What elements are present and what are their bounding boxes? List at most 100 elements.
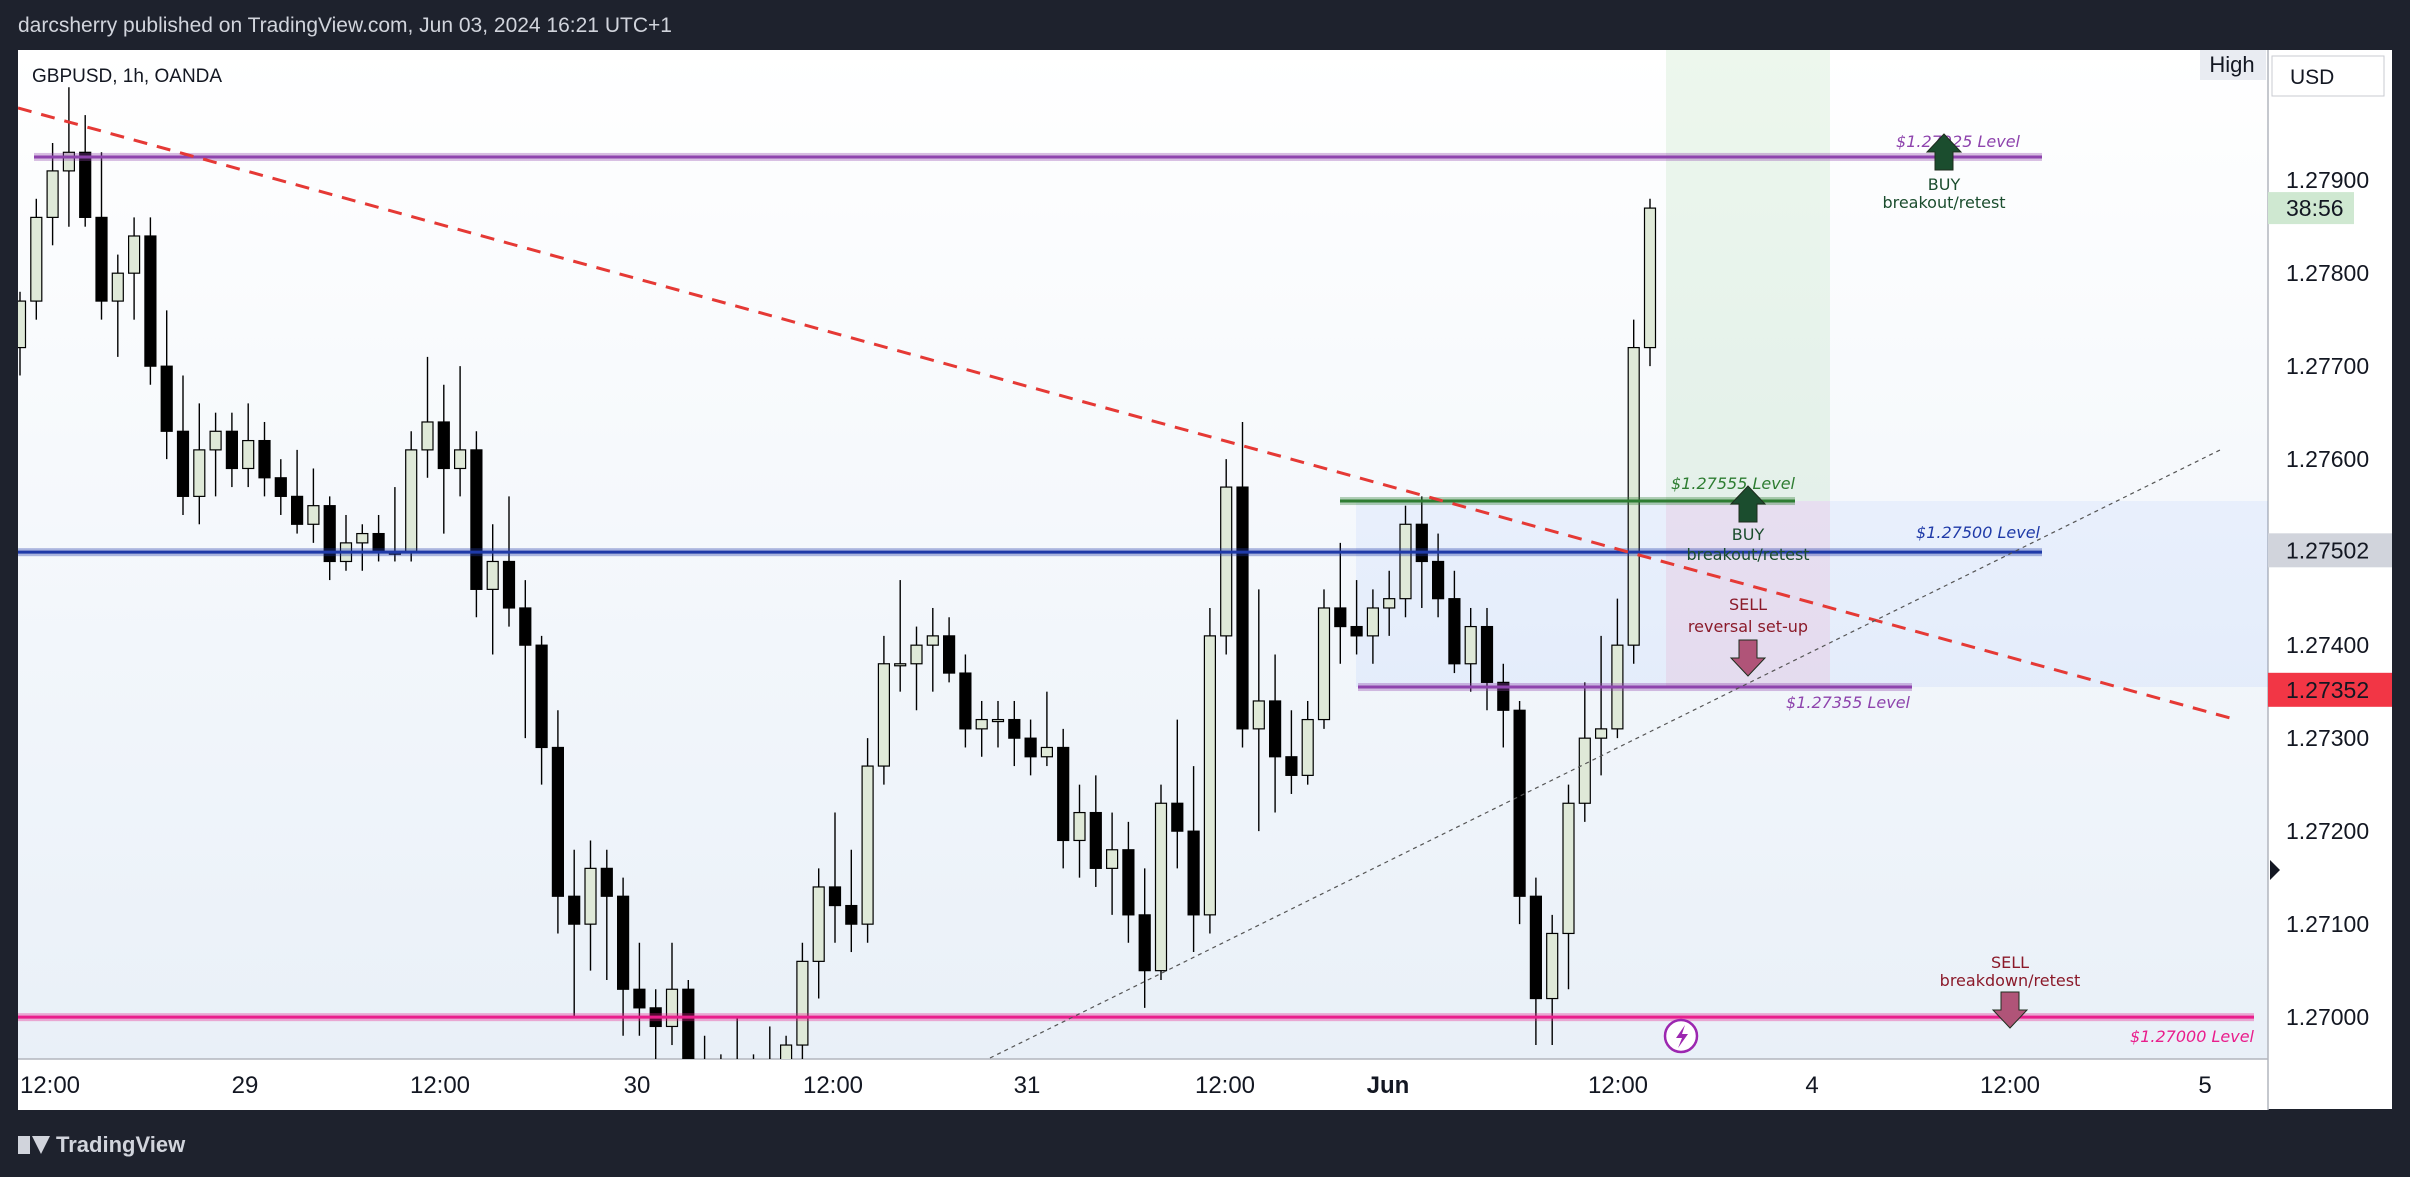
time-tick-label: Jun: [1367, 1072, 1410, 1099]
publish-header: darcsherry published on TradingView.com,…: [0, 0, 2410, 50]
candle-body: [894, 663, 907, 667]
publish-info: darcsherry published on TradingView.com,…: [18, 14, 672, 37]
candle-body: [242, 439, 255, 470]
candle-body: [1040, 746, 1054, 758]
candle-body: [470, 449, 483, 590]
level-label: $1.27555 Level: [1671, 474, 1796, 493]
candle-body: [95, 216, 108, 302]
annotation-subtitle: breakout/retest: [1882, 193, 2005, 212]
candle-body: [1546, 932, 1559, 1000]
candle-body: [1513, 709, 1526, 897]
scroll-right-icon[interactable]: [2270, 860, 2280, 880]
price-tick-label: 1.27000: [2286, 1004, 2369, 1030]
high-button[interactable]: [2200, 50, 2266, 80]
candle-body: [1236, 486, 1249, 730]
candle-body: [356, 532, 369, 544]
candle-body: [160, 365, 173, 432]
candle-body: [1301, 718, 1314, 776]
candle-body: [665, 988, 679, 1028]
candle-body: [1562, 802, 1575, 935]
candle-body: [79, 151, 92, 218]
candle-body: [421, 421, 434, 451]
time-tick-label: 4: [1805, 1072, 1818, 1099]
candle-body: [568, 895, 581, 925]
sell-arrow-icon: [1729, 639, 1767, 677]
candle-body: [1122, 849, 1135, 916]
candle-body: [991, 718, 1005, 723]
candle-body: [274, 477, 287, 497]
candle-body: [1399, 523, 1412, 600]
buy-arrow-icon: [1729, 485, 1767, 523]
candle-body: [633, 988, 646, 1009]
last-price-badge: [2268, 672, 2392, 707]
candle-body: [1089, 811, 1102, 869]
candle-body: [877, 663, 891, 767]
price-tick-label: 1.27700: [2286, 353, 2369, 379]
brand-label: TradingView: [56, 1132, 186, 1157]
candle-body: [861, 765, 874, 925]
candle-body: [1057, 746, 1070, 842]
candle-body: [1171, 802, 1184, 832]
price-tick-label: 1.27600: [2286, 446, 2369, 472]
level-label: $1.27000 Level: [2130, 1027, 2255, 1046]
time-tick-label: 12:00: [1195, 1072, 1255, 1099]
candle-body: [1643, 207, 1657, 349]
candle-body: [209, 430, 222, 451]
symbol-label: GBPUSD, 1h, OANDA: [32, 66, 222, 87]
currency-button[interactable]: [2271, 55, 2385, 97]
currency-label: USD: [2290, 66, 2334, 89]
sell-arrow-icon: [1991, 991, 2029, 1029]
price-tick-label: 1.27300: [2286, 725, 2369, 751]
current-price-badge: [2268, 533, 2392, 568]
candle-body: [1252, 700, 1265, 730]
candle-body: [1594, 728, 1608, 739]
candle-body: [323, 505, 336, 563]
range-zone: [1356, 501, 2268, 688]
candle-body: [551, 746, 565, 897]
candle-body: [405, 449, 418, 553]
candle-body: [519, 607, 532, 646]
candle-body: [1285, 756, 1298, 776]
candle-body: [307, 505, 320, 525]
price-tick-label: 1.27200: [2286, 818, 2369, 844]
candle-body: [975, 718, 988, 730]
candle-body: [1008, 718, 1021, 739]
time-tick-label: 29: [232, 1072, 259, 1099]
time-tick-label: 12:00: [20, 1072, 80, 1099]
price-tick-label: 1.27900: [2286, 167, 2369, 193]
candle-body: [1480, 625, 1494, 683]
candle-body: [1578, 737, 1591, 804]
candle-body: [46, 170, 59, 218]
level-label: $1.27500 Level: [1916, 523, 2041, 542]
annotation-title: SELL: [1991, 953, 2029, 972]
price-axis-background: [2268, 50, 2392, 1109]
candle-body: [258, 439, 271, 479]
candle-body: [1497, 681, 1510, 711]
level-label: $1.27355 Level: [1786, 693, 1911, 712]
candle-body: [1268, 700, 1282, 758]
price-tick-label: 1.27800: [2286, 260, 2369, 286]
candle-body: [910, 644, 923, 665]
candle-body: [144, 235, 157, 367]
countdown-label: 38:56: [2286, 195, 2344, 221]
candle-body: [62, 151, 76, 172]
time-tick-label: 30: [624, 1072, 651, 1099]
candle-body: [1415, 523, 1428, 563]
candle-body: [193, 449, 206, 497]
high-label: High: [2209, 52, 2254, 77]
candle-body: [600, 867, 613, 897]
annotation-subtitle: breakdown/retest: [1940, 971, 2081, 990]
tradingview-brand[interactable]: TradingView: [18, 1132, 185, 1158]
time-tick-label: 12:00: [803, 1072, 863, 1099]
last-price-label: 1.27352: [2286, 677, 2369, 703]
candle-body: [1317, 607, 1331, 721]
candle-body: [1383, 598, 1396, 609]
candle-body: [291, 495, 304, 525]
candle-body: [812, 886, 825, 962]
candle-body: [176, 430, 190, 497]
time-tick-label: 5: [2198, 1072, 2211, 1099]
level-label: $1.27925 Level: [1896, 132, 2021, 151]
candle-body: [1431, 560, 1445, 600]
candle-body: [682, 988, 695, 1059]
